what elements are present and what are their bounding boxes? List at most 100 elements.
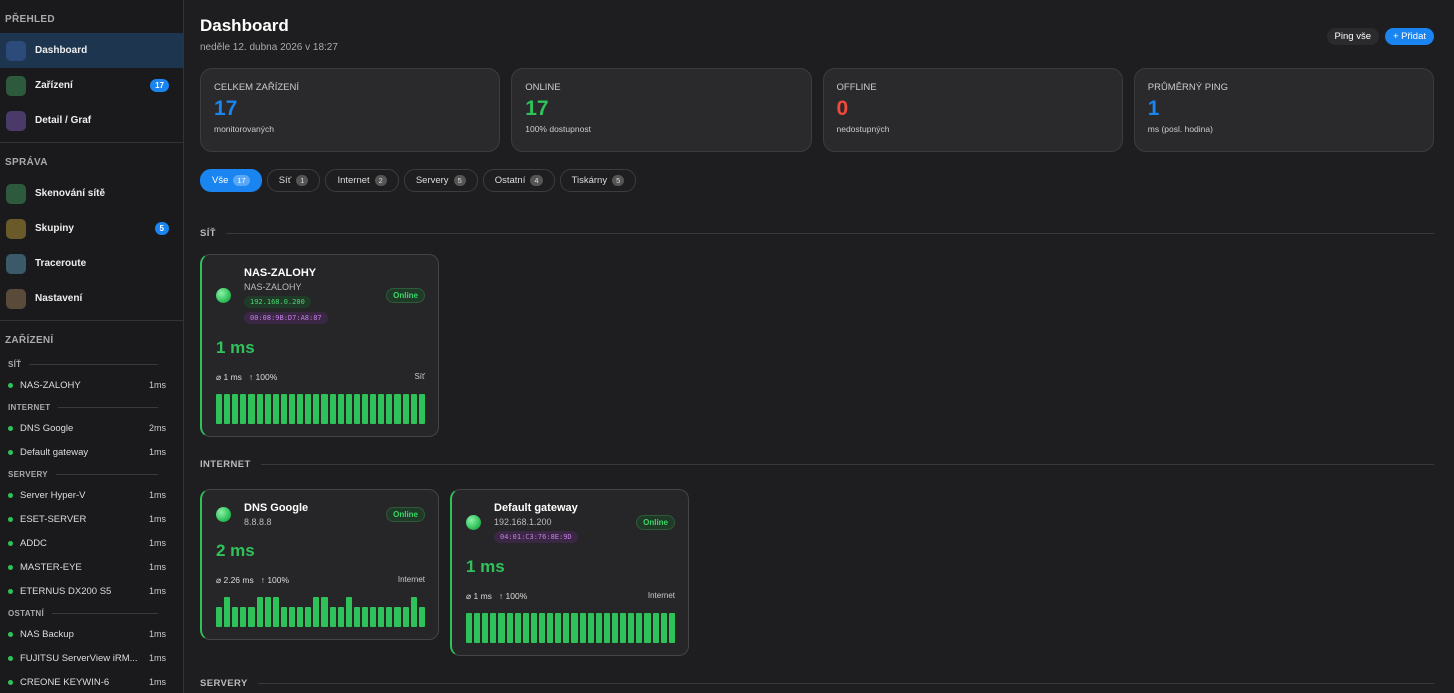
group-title: OSTATNÍ	[0, 603, 183, 622]
status-orb	[216, 507, 231, 522]
device-item[interactable]: ADDC 1ms	[0, 531, 183, 555]
spark-bar	[482, 613, 489, 643]
filter-count: 2	[374, 175, 387, 186]
section-title: SPRÁVA	[5, 157, 48, 168]
spark-bar	[305, 607, 312, 627]
nav-icon	[6, 253, 26, 274]
stat-card: ONLINE 17 100% dostupnost	[511, 68, 812, 152]
device-item[interactable]: ESET-SERVER 1ms	[0, 507, 183, 531]
status-dot	[8, 655, 13, 661]
status-orb	[466, 515, 481, 530]
device-item[interactable]: ETERNUS DX200 S5 1ms	[0, 579, 183, 603]
spark-bar	[329, 394, 336, 424]
device-card[interactable]: Default gateway 192.168.1.200 04:01:C3:76:…	[450, 489, 689, 656]
status-dot	[8, 382, 13, 388]
device-item[interactable]: DNS Google 2ms	[0, 416, 183, 440]
device-card[interactable]: DNS Google 8.8.8.8 Online 2 ms ⌀ 2.26 ms ↑ 10…	[200, 489, 439, 640]
spark-bar	[410, 597, 417, 627]
spark-bar	[321, 597, 328, 627]
filter-label: Servery	[415, 175, 449, 186]
spark-bar	[345, 597, 352, 627]
spark-bar	[547, 613, 554, 643]
device-item[interactable]: NAS Backup 1ms	[0, 622, 183, 646]
stat-note: nedostupných	[836, 124, 890, 134]
nav-item[interactable]: Traceroute	[0, 246, 183, 281]
device-name: NAS-ZALOHY	[20, 379, 81, 391]
stat-value: 1	[1147, 97, 1160, 120]
device-item[interactable]: NAS-ZALOHY 1ms	[0, 373, 183, 397]
nav-item[interactable]: Zařízení 17	[0, 68, 183, 103]
device-item[interactable]: CREONE KEYWIN-6 1ms	[0, 670, 183, 693]
nav-item[interactable]: Skupiny 5	[0, 211, 183, 246]
filter-count: 4	[530, 175, 543, 186]
spark-bar	[353, 607, 360, 627]
button[interactable]: + Přidat	[1384, 28, 1434, 45]
filter[interactable]: Tiskárny 5	[559, 169, 637, 192]
device-item[interactable]: FUJITSU ServerView iRM... 1ms	[0, 646, 183, 670]
filter-count: 5	[612, 175, 625, 186]
nav-icon	[6, 40, 26, 61]
device-item[interactable]: Default gateway 1ms	[0, 440, 183, 464]
device-item[interactable]: MASTER-EYE 1ms	[0, 555, 183, 579]
filter[interactable]: Servery 5	[403, 169, 478, 192]
avg-ping: ⌀ 1 ms	[466, 591, 492, 601]
card-top: Default gateway 192.168.1.200 04:01:C3:76:…	[466, 502, 675, 543]
status-orb	[216, 288, 231, 303]
device-name: CREONE KEYWIN-6	[20, 676, 110, 688]
avg-ping: ⌀ 1 ms	[216, 372, 242, 382]
nav-label: Skenování sítě	[35, 188, 106, 199]
spark-bar	[280, 607, 287, 627]
spark-bar	[620, 613, 627, 643]
ip-chip: 192.168.0.200	[244, 296, 311, 308]
stat-label: PRŮMĚRNÝ PING	[1147, 82, 1228, 93]
filter-count: 1	[296, 175, 309, 186]
nav-item[interactable]: Skenování sítě	[0, 176, 183, 211]
button[interactable]: Ping vše	[1326, 28, 1379, 45]
device-item[interactable]: Server Hyper-V 1ms	[0, 483, 183, 507]
spark-bar	[313, 597, 320, 627]
sparkline	[216, 392, 425, 424]
uptime: ↑ 100%	[260, 575, 290, 585]
sections: SÍŤ NAS-ZALOHY NAS-ZALOHY 192.168.0.200 00:0…	[200, 228, 1434, 689]
stat-note: monitorovaných	[214, 124, 275, 134]
sparkline	[216, 595, 425, 627]
filter[interactable]: Ostatní 4	[482, 169, 555, 192]
device-name: NAS-ZALOHY	[244, 267, 317, 279]
filter[interactable]: Vše 17	[200, 169, 262, 192]
device-name: ADDC	[20, 537, 47, 549]
nav-item[interactable]: Detail / Graf	[0, 103, 183, 138]
spark-bar	[595, 613, 602, 643]
uptime: ↑ 100%	[498, 591, 528, 601]
nav-item[interactable]: Dashboard	[0, 33, 183, 68]
spark-bar	[386, 394, 393, 424]
spark-bar	[378, 394, 385, 424]
ping-value: 2 ms	[216, 541, 255, 560]
nav-item[interactable]: Nastavení	[0, 281, 183, 316]
spark-bar	[370, 394, 377, 424]
spark-bar	[611, 613, 619, 643]
mac-row: 00:08:9B:D7:A8:87	[244, 308, 328, 324]
filter[interactable]: Síť 1	[266, 169, 321, 192]
avg-ping: ⌀ 2.26 ms	[216, 575, 254, 585]
filter[interactable]: Internet 2	[325, 169, 399, 192]
device-host: 192.168.1.200	[494, 517, 552, 527]
section-title: PŘEHLED	[5, 14, 55, 25]
mac-chip: 00:08:9B:D7:A8:87	[244, 312, 328, 324]
spark-bar	[224, 394, 231, 424]
spark-bar	[394, 607, 401, 627]
ping-value: 1 ms	[216, 338, 255, 357]
sidebar: PŘEHLED Dashboard Zařízení 17 Detail / Graf S…	[0, 0, 184, 693]
device-ping: 1ms	[148, 653, 166, 663]
group-label: Síť	[414, 372, 425, 381]
spark-bar	[474, 613, 481, 643]
section-title: ZAŘÍZENÍ	[5, 335, 54, 346]
spark-bar	[660, 613, 667, 643]
filter-label: Tiskárny	[571, 175, 608, 186]
spark-bar	[644, 613, 651, 643]
device-card[interactable]: NAS-ZALOHY NAS-ZALOHY 192.168.0.200 00:08:9…	[200, 254, 439, 437]
nav-badge: 17	[150, 79, 169, 92]
section-title: SÍŤ	[200, 228, 1434, 239]
spark-bar	[288, 394, 296, 424]
spark-bar	[337, 607, 344, 627]
spark-bar	[628, 613, 635, 643]
